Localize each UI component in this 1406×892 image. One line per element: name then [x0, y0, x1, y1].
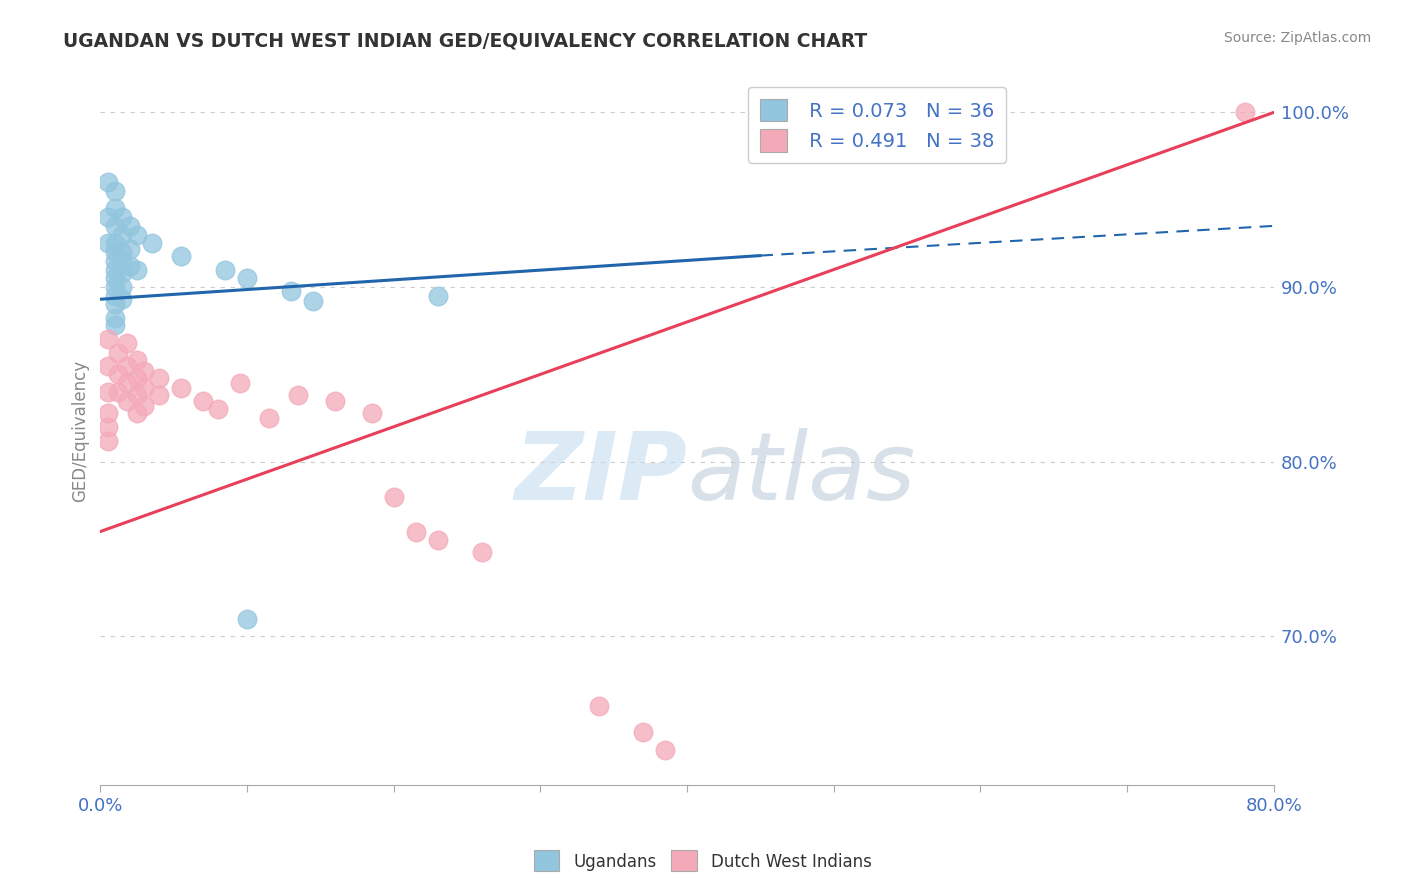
Point	[125, 227, 148, 242]
Point	[118, 242, 141, 256]
Point	[104, 184, 127, 198]
Point	[170, 249, 193, 263]
Point	[382, 490, 405, 504]
Point	[141, 236, 163, 251]
Point	[111, 280, 134, 294]
Point	[107, 384, 129, 399]
Point	[134, 381, 156, 395]
Point	[111, 266, 134, 280]
Point	[118, 259, 141, 273]
Point	[97, 236, 120, 251]
Point	[104, 271, 127, 285]
Y-axis label: GED/Equivalency: GED/Equivalency	[72, 360, 89, 502]
Point	[104, 311, 127, 326]
Point	[104, 318, 127, 333]
Point	[471, 545, 494, 559]
Point	[115, 359, 138, 373]
Point	[111, 292, 134, 306]
Point	[236, 612, 259, 626]
Point	[323, 393, 346, 408]
Point	[257, 411, 280, 425]
Legend:  R = 0.073   N = 36,  R = 0.491   N = 38: R = 0.073 N = 36, R = 0.491 N = 38	[748, 87, 1005, 163]
Point	[111, 253, 134, 268]
Point	[97, 406, 120, 420]
Point	[125, 262, 148, 277]
Point	[115, 335, 138, 350]
Text: Source: ZipAtlas.com: Source: ZipAtlas.com	[1223, 31, 1371, 45]
Point	[97, 210, 120, 224]
Point	[405, 524, 427, 539]
Point	[426, 289, 449, 303]
Text: atlas: atlas	[688, 428, 915, 519]
Point	[654, 743, 676, 757]
Point	[125, 388, 148, 402]
Point	[104, 280, 127, 294]
Point	[104, 236, 127, 251]
Point	[111, 227, 134, 242]
Point	[115, 376, 138, 390]
Point	[228, 376, 250, 390]
Point	[97, 434, 120, 448]
Point	[104, 297, 127, 311]
Point	[426, 533, 449, 548]
Text: ZIP: ZIP	[515, 427, 688, 519]
Point	[214, 262, 236, 277]
Point	[111, 245, 134, 260]
Point	[191, 393, 214, 408]
Point	[104, 202, 127, 216]
Point	[111, 210, 134, 224]
Point	[236, 271, 259, 285]
Point	[107, 346, 129, 360]
Point	[115, 393, 138, 408]
Point	[97, 175, 120, 189]
Point	[588, 699, 610, 714]
Point	[1233, 105, 1256, 120]
Point	[134, 399, 156, 413]
Point	[104, 219, 127, 233]
Point	[125, 371, 148, 385]
Point	[360, 406, 382, 420]
Point	[631, 725, 654, 739]
Point	[134, 364, 156, 378]
Point	[104, 262, 127, 277]
Point	[125, 406, 148, 420]
Point	[207, 402, 229, 417]
Point	[97, 419, 120, 434]
Point	[148, 388, 170, 402]
Point	[97, 384, 120, 399]
Point	[302, 293, 325, 308]
Point	[170, 381, 193, 395]
Point	[107, 368, 129, 382]
Point	[125, 353, 148, 368]
Text: UGANDAN VS DUTCH WEST INDIAN GED/EQUIVALENCY CORRELATION CHART: UGANDAN VS DUTCH WEST INDIAN GED/EQUIVAL…	[63, 31, 868, 50]
Point	[97, 359, 120, 373]
Point	[104, 289, 127, 303]
Point	[148, 371, 170, 385]
Point	[118, 219, 141, 233]
Point	[287, 388, 309, 402]
Point	[280, 284, 302, 298]
Point	[104, 245, 127, 260]
Point	[97, 333, 120, 347]
Point	[104, 253, 127, 268]
Legend: Ugandans, Dutch West Indians: Ugandans, Dutch West Indians	[527, 843, 879, 879]
